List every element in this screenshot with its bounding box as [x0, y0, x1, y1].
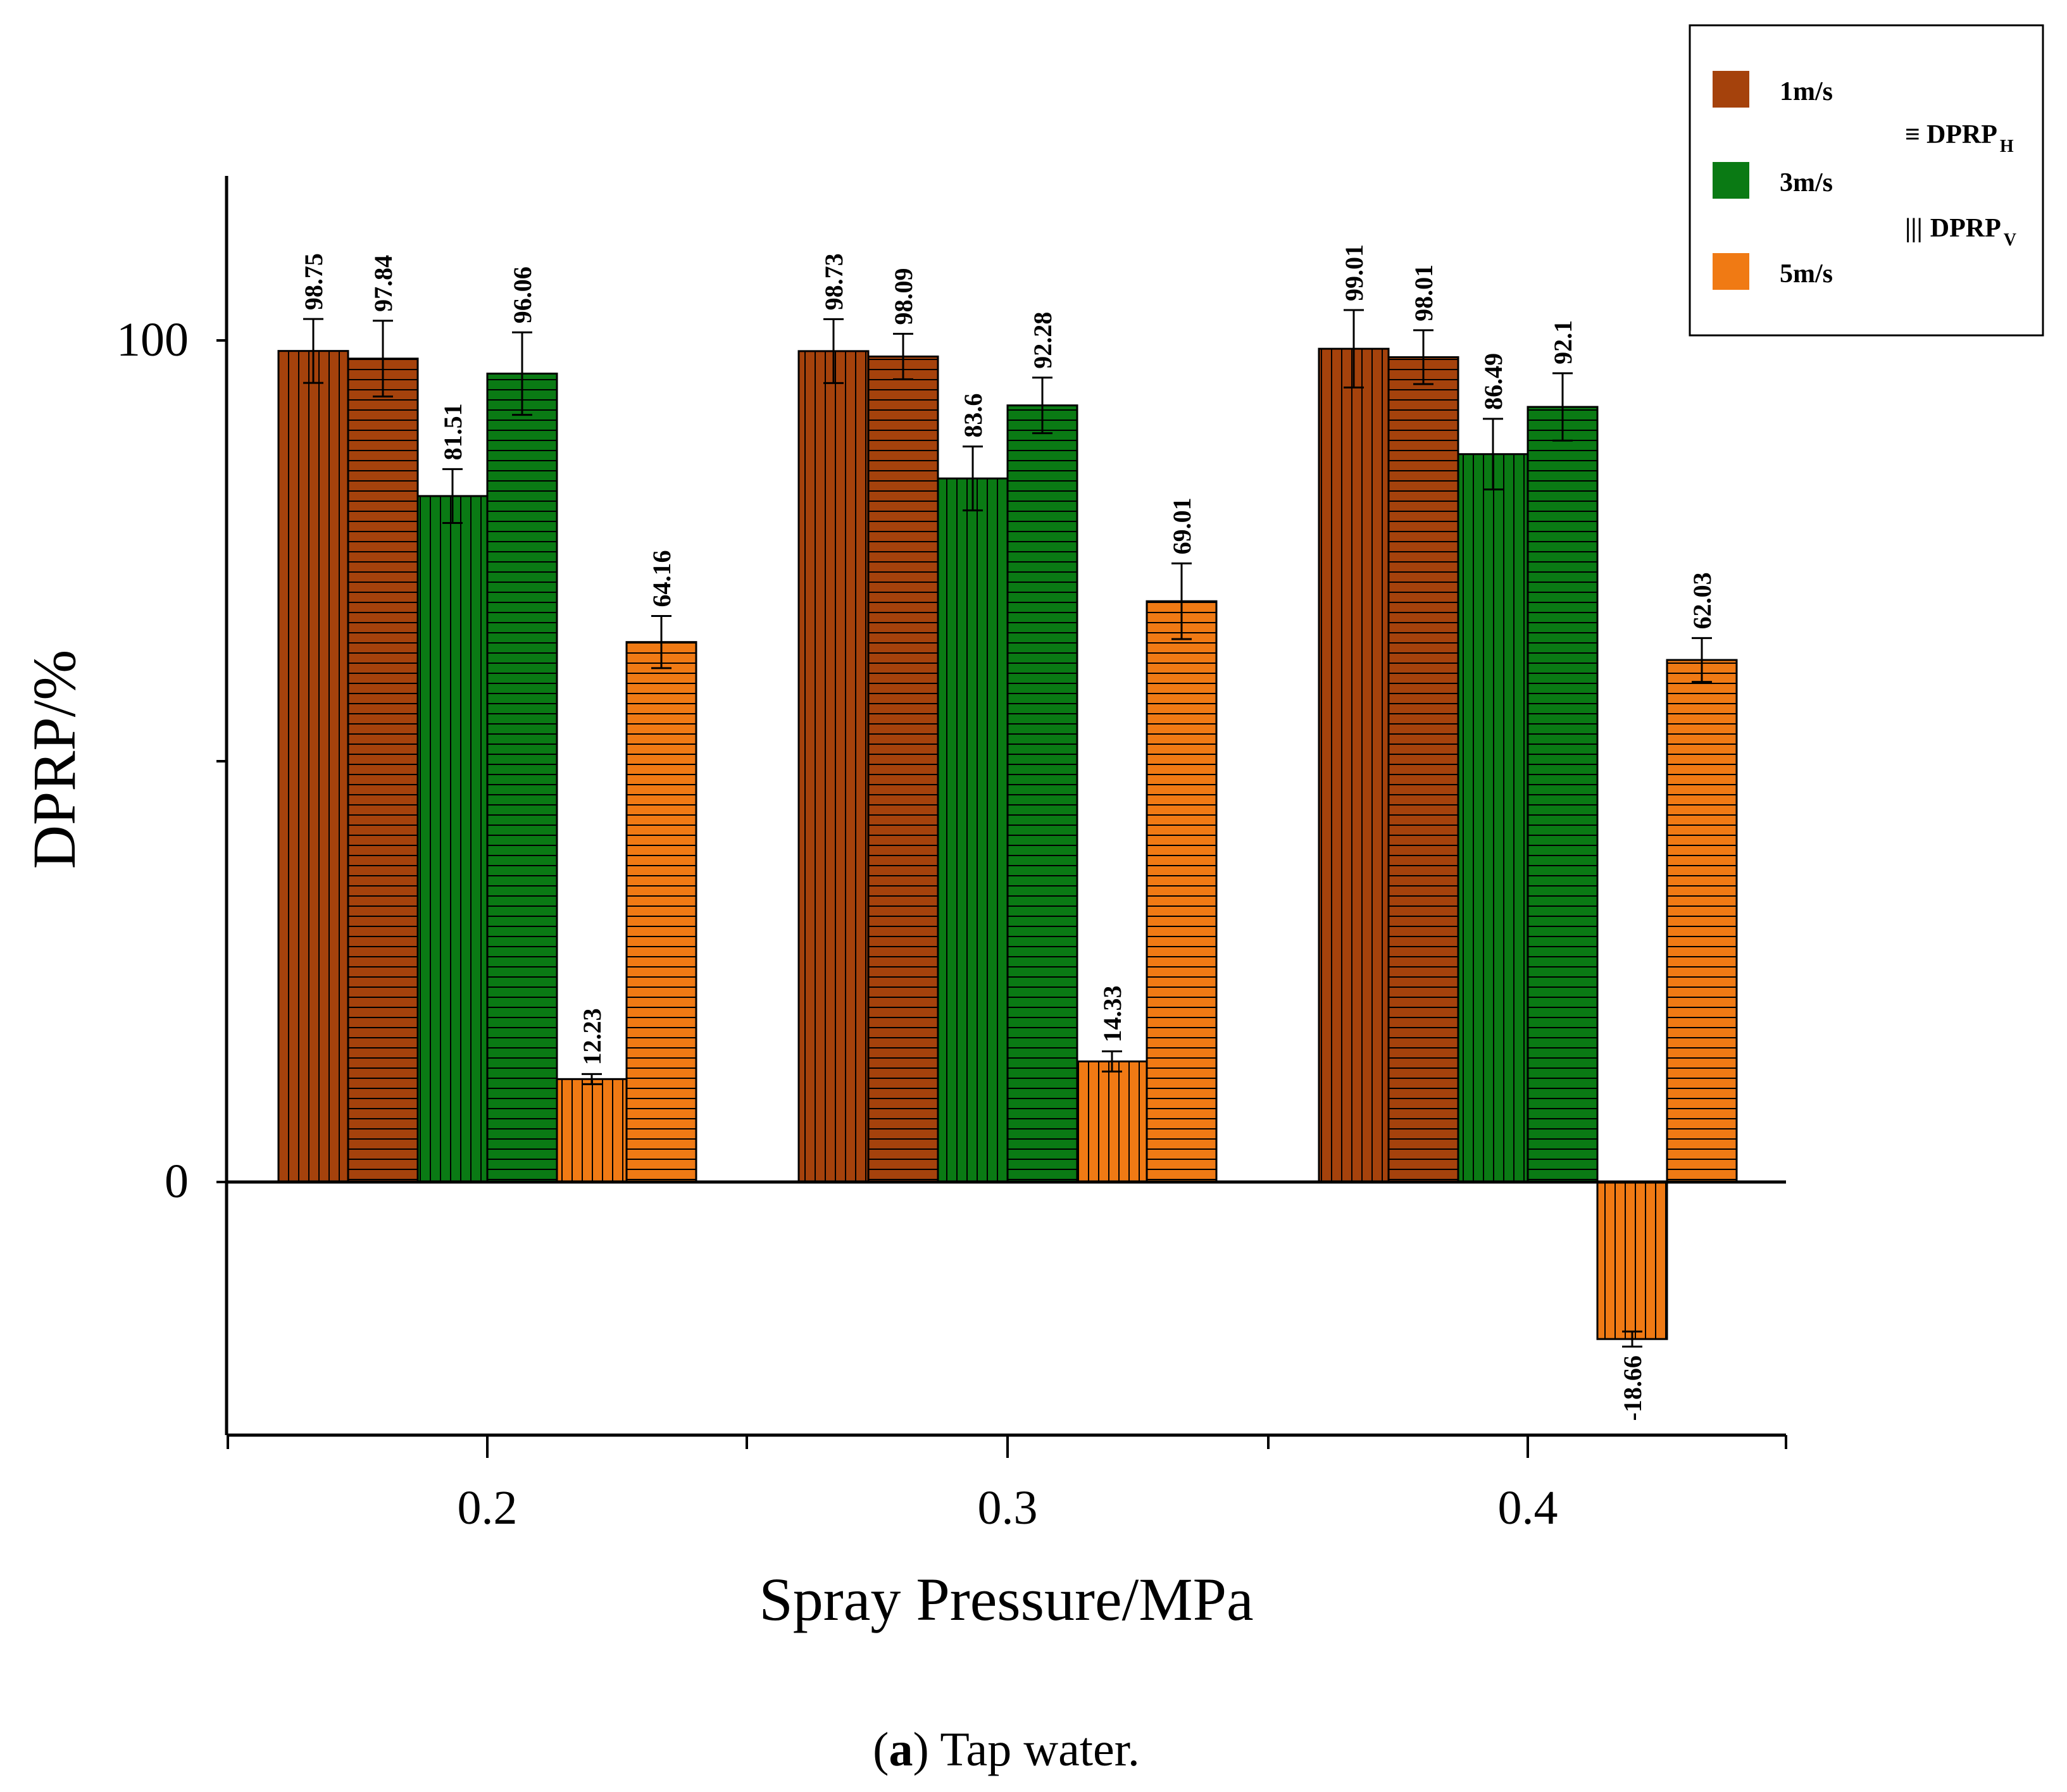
- bar-0.2-5m/s-vertical-hatch: [556, 1078, 628, 1183]
- bars-layer: [277, 347, 1738, 1340]
- x-axis-title: Spray Pressure/MPa: [759, 1565, 1253, 1633]
- legend-label-5ms: 5m/s: [1780, 259, 1833, 289]
- bar-0.2-5m/s-horizontal-label: 64.16: [647, 550, 676, 607]
- bar-0.2-1m/s-horizontal-hatch: [347, 358, 419, 1183]
- y-ticks-layer: 0 100: [116, 313, 227, 1208]
- caption-open-paren: (: [873, 1723, 889, 1776]
- legend-symbol-horizontal: ≡: [1905, 120, 1920, 149]
- bar-0.4-3m/s-vertical-hatch: [1457, 453, 1529, 1183]
- legend-dprp-v: ||| DPRP V: [1905, 214, 2016, 250]
- bar-0.3-1m/s-vertical-label: 98.73: [820, 253, 848, 310]
- legend-symbol-vertical: |||: [1905, 214, 1923, 243]
- legend-sub-v: V: [2004, 230, 2016, 250]
- legend-label-1ms: 1m/s: [1780, 77, 1833, 106]
- bar-0.2-3m/s-horizontal-hatch: [486, 372, 558, 1183]
- bar-0.3-5m/s-horizontal-label: 69.01: [1168, 497, 1196, 554]
- bar-0.3-3m/s-vertical-hatch: [937, 477, 1009, 1183]
- bar-0.4-5m/s-vertical-hatch: [1596, 1181, 1668, 1340]
- bar-0.4-3m/s-vertical-label: 86.49: [1479, 353, 1508, 410]
- bar-0.4-1m/s-vertical-hatch: [1318, 347, 1390, 1183]
- legend-swatch-5ms: [1713, 253, 1749, 290]
- bar-0.2-5m/s-horizontal-hatch: [625, 641, 697, 1183]
- bar-0.4-3m/s-horizontal-hatch: [1527, 406, 1599, 1183]
- data-labels-layer: 98.75 98.73 99.01 97.84 98.09 98.01 81.51 83.6 8…: [299, 244, 1716, 1421]
- legend-swatch-1ms: [1713, 71, 1749, 108]
- legend-label-3ms: 3m/s: [1780, 168, 1833, 197]
- legend-swatch-3ms: [1713, 162, 1749, 199]
- bar-0.4-5m/s-vertical-label: -18.66: [1618, 1355, 1647, 1421]
- bar-0.3-3m/s-vertical-label: 83.6: [959, 394, 987, 438]
- bar-0.3-1m/s-vertical-hatch: [797, 350, 870, 1183]
- bar-0.2-3m/s-vertical-label: 81.51: [439, 403, 467, 460]
- x-tick-label-0.3: 0.3: [978, 1481, 1038, 1534]
- legend-text-dprp-v: DPRP: [1930, 214, 2001, 243]
- bar-0.3-1m/s-horizontal-hatch: [867, 355, 939, 1183]
- bar-0.3-5m/s-vertical-label: 14.33: [1098, 985, 1127, 1042]
- bar-0.3-5m/s-horizontal-hatch: [1146, 600, 1218, 1183]
- bar-0.2-1m/s-vertical-label: 98.75: [299, 253, 328, 310]
- figure-caption: (a) Tap water.: [873, 1723, 1140, 1776]
- y-tick-label-0: 0: [165, 1155, 189, 1208]
- error-bars-layer: [303, 309, 1712, 1348]
- caption-letter: a: [889, 1723, 913, 1776]
- bar-0.4-5m/s-horizontal-hatch: [1666, 659, 1738, 1183]
- bar-0.3-3m/s-horizontal-label: 92.28: [1028, 312, 1057, 369]
- legend: 1m/s 3m/s 5m/s ≡ DPRP H ||| DPRP V: [1689, 24, 2044, 337]
- x-tick-label-0.2: 0.2: [458, 1481, 518, 1534]
- y-axis-title: DPRP/%: [20, 650, 88, 869]
- bar-0.2-5m/s-vertical-label: 12.23: [578, 1008, 606, 1065]
- caption-close-paren: ): [913, 1723, 928, 1776]
- bar-0.4-1m/s-horizontal-hatch: [1387, 356, 1459, 1183]
- bar-0.3-3m/s-horizontal-hatch: [1006, 404, 1078, 1183]
- legend-dprp-h: ≡ DPRP H: [1905, 120, 2014, 156]
- bar-0.4-3m/s-horizontal-label: 92.1: [1549, 320, 1577, 364]
- x-tick-label-0.4: 0.4: [1498, 1481, 1558, 1534]
- bar-0.4-5m/s-horizontal-label: 62.03: [1688, 572, 1716, 629]
- bar-0.2-3m/s-vertical-hatch: [416, 495, 489, 1183]
- legend-sub-h: H: [2000, 137, 2014, 156]
- x-ticks-layer: 0.2 0.3 0.4: [227, 1435, 1787, 1534]
- bar-0.2-1m/s-horizontal-label: 97.84: [369, 255, 397, 312]
- legend-text-dprp-h: DPRP: [1926, 120, 1997, 149]
- bar-0.3-5m/s-vertical-hatch: [1076, 1060, 1148, 1183]
- caption-text: Tap water.: [929, 1723, 1140, 1776]
- bar-0.4-1m/s-horizontal-label: 98.01: [1409, 264, 1438, 321]
- bar-0.3-1m/s-horizontal-label: 98.09: [889, 268, 918, 325]
- bar-0.2-1m/s-vertical-hatch: [277, 350, 349, 1183]
- y-tick-label-100: 100: [116, 313, 189, 366]
- bar-0.2-3m/s-horizontal-label: 96.06: [508, 266, 537, 323]
- bar-0.4-1m/s-vertical-label: 99.01: [1340, 244, 1368, 301]
